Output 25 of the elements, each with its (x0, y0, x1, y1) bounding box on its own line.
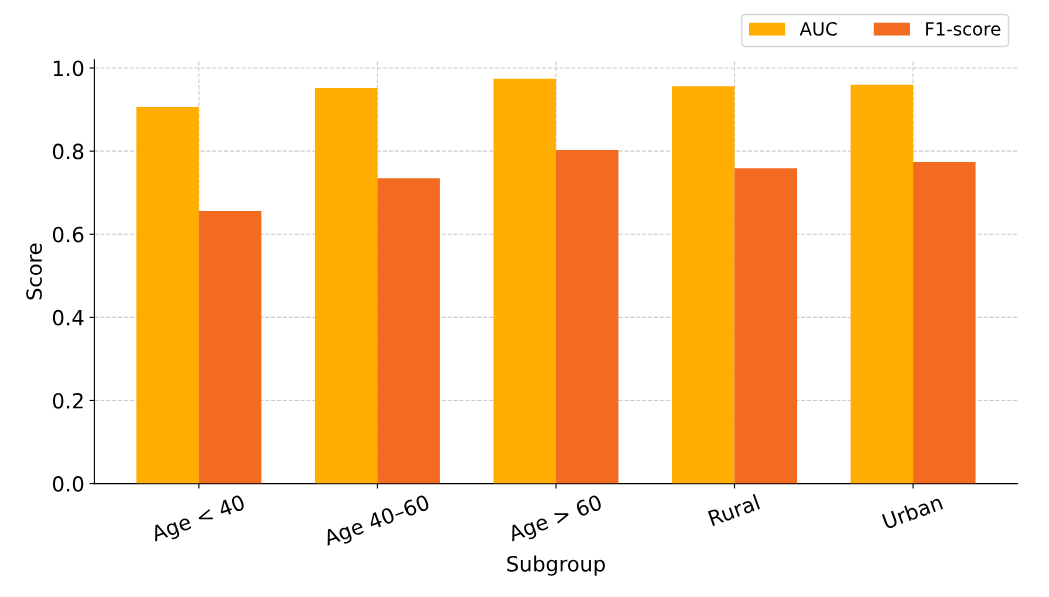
y-tick-label: 0.2 (52, 392, 83, 409)
x-tick-label: Age 40–60 (322, 494, 432, 550)
x-tick-label: Age < 40 (149, 494, 247, 546)
bar (734, 168, 798, 484)
y-axis-title: Score (26, 243, 42, 300)
bar (198, 210, 262, 484)
bar (377, 178, 440, 484)
bar (493, 78, 556, 484)
y-tick-label: 1.0 (53, 60, 84, 77)
bar (672, 86, 735, 484)
bar (555, 149, 619, 484)
legend-label: AUC (799, 22, 837, 36)
bar (850, 84, 914, 484)
legend-label: F1-score (926, 22, 1001, 36)
bar (913, 161, 976, 484)
y-tick-label: 0.8 (52, 143, 84, 160)
y-tick-label: 0.4 (52, 309, 84, 326)
bar (314, 87, 378, 484)
y-tick-label: 0.0 (52, 476, 84, 492)
x-tick-label: Rural (707, 493, 761, 527)
x-tick-label: Urban (881, 493, 944, 530)
bar (136, 107, 199, 484)
x-tick-label: Age > 60 (506, 494, 604, 546)
y-tick-label: 0.6 (52, 226, 84, 243)
x-axis-title: Subgroup (507, 555, 605, 576)
